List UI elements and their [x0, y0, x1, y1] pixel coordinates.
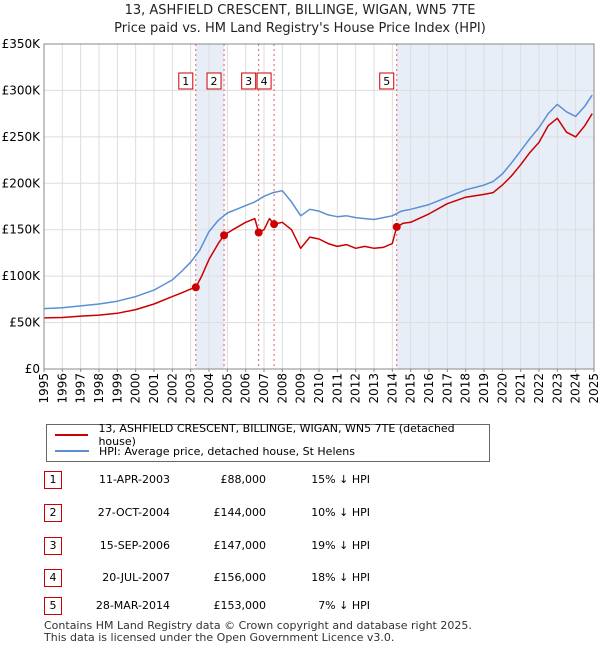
sale-hpi-diff: 7% ↓ HPI — [318, 599, 370, 612]
table-row: 2 27-OCT-2004 £144,000 10% ↓ HPI — [0, 503, 600, 523]
sale-label: 2 — [211, 75, 218, 88]
sale-number-badge: 5 — [44, 597, 62, 615]
sale-price: £153,000 — [213, 599, 267, 612]
sale-number-badge: 2 — [44, 504, 62, 522]
footer-attribution: Contains HM Land Registry data © Crown c… — [44, 620, 472, 644]
table-row: 5 28-MAR-2014 £153,000 7% ↓ HPI — [0, 596, 600, 616]
x-tick-label: 2005 — [220, 373, 234, 404]
x-tick-label: 1999 — [110, 373, 124, 404]
sale-point — [191, 283, 200, 292]
sale-date: 11-APR-2003 — [98, 473, 170, 486]
legend-item-property: 13, ASHFIELD CRESCENT, BILLINGE, WIGAN, … — [55, 422, 489, 448]
x-tick-label: 2001 — [147, 373, 161, 404]
sale-price: £144,000 — [213, 506, 267, 519]
footer-line-2: This data is licensed under the Open Gov… — [44, 631, 395, 644]
footer-line-1: Contains HM Land Registry data © Crown c… — [44, 619, 472, 632]
sale-hpi-diff: 19% ↓ HPI — [311, 539, 370, 552]
x-tick-label: 1996 — [55, 373, 69, 404]
x-tick-label: 2022 — [532, 373, 546, 404]
sale-point — [270, 220, 279, 229]
x-tick-label: 2023 — [550, 373, 564, 404]
x-tick-label: 2000 — [129, 373, 143, 404]
sale-price: £156,000 — [213, 571, 267, 584]
x-tick-label: 2025 — [587, 373, 600, 404]
x-tick-label: 2003 — [184, 373, 198, 404]
x-tick-label: 2013 — [367, 373, 381, 404]
x-tick-label: 1998 — [92, 373, 106, 404]
y-tick-label: £150K — [2, 223, 42, 237]
x-tick-label: 2017 — [440, 373, 454, 404]
sale-label: 3 — [245, 75, 252, 88]
sale-price: £88,000 — [220, 473, 267, 486]
sale-label-box — [178, 72, 194, 90]
sale-label: 5 — [383, 75, 390, 88]
sale-label-box — [206, 72, 222, 90]
sale-date: 27-OCT-2004 — [97, 506, 170, 519]
sale-number-badge: 1 — [44, 471, 62, 489]
sale-point — [220, 231, 229, 240]
shaded-range — [195, 44, 225, 369]
x-tick-label: 2006 — [239, 373, 253, 404]
sale-hpi-diff: 15% ↓ HPI — [311, 473, 370, 486]
y-tick-label: £0 — [25, 362, 40, 376]
x-tick-label: 2004 — [202, 373, 216, 404]
title-line-2: Price paid vs. HM Land Registry's House … — [114, 21, 486, 36]
y-tick-label: £200K — [2, 176, 42, 190]
series-line-hpi — [43, 94, 593, 310]
chart-title: 13, ASHFIELD CRESCENT, BILLINGE, WIGAN, … — [0, 2, 600, 38]
sale-point — [392, 222, 401, 231]
sale-date: 28-MAR-2014 — [95, 599, 170, 612]
x-tick-label: 2019 — [477, 373, 491, 404]
sale-label-box — [379, 72, 395, 90]
shaded-range — [396, 44, 594, 369]
sale-label-box — [241, 72, 257, 90]
x-tick-label: 2012 — [349, 373, 363, 404]
x-tick-label: 2018 — [459, 373, 473, 404]
title-line-1: 13, ASHFIELD CRESCENT, BILLINGE, WIGAN, … — [124, 3, 476, 18]
x-tick-label: 2014 — [385, 373, 399, 404]
y-tick-label: £300K — [2, 83, 42, 97]
series-line-property — [43, 113, 593, 319]
x-tick-label: 2020 — [495, 373, 509, 404]
x-tick-label: 2024 — [569, 373, 583, 404]
x-tick-label: 2007 — [257, 373, 271, 404]
table-row: 4 20-JUL-2007 £156,000 18% ↓ HPI — [0, 568, 600, 588]
sale-point — [254, 228, 263, 237]
sale-date: 20-JUL-2007 — [102, 571, 170, 584]
sale-date: 15-SEP-2006 — [99, 539, 170, 552]
y-tick-label: £100K — [2, 269, 42, 283]
sale-number-badge: 4 — [44, 569, 62, 587]
sale-label: 1 — [182, 75, 189, 88]
x-tick-label: 2021 — [514, 373, 528, 404]
sale-number-badge: 3 — [44, 537, 62, 555]
x-tick-label: 1997 — [74, 373, 88, 404]
x-tick-label: 1995 — [37, 373, 51, 404]
legend: 13, ASHFIELD CRESCENT, BILLINGE, WIGAN, … — [46, 422, 490, 462]
sale-label-box — [256, 72, 272, 90]
sale-hpi-diff: 18% ↓ HPI — [311, 571, 370, 584]
legend-item-hpi: HPI: Average price, detached house, St H… — [55, 443, 355, 459]
x-tick-label: 2002 — [165, 373, 179, 404]
x-tick-label: 2010 — [312, 373, 326, 404]
legend-label-hpi: HPI: Average price, detached house, St H… — [99, 444, 355, 458]
x-tick-label: 2008 — [275, 373, 289, 404]
y-tick-label: £50K — [9, 316, 41, 330]
sale-price: £147,000 — [213, 539, 267, 552]
x-tick-label: 2016 — [422, 373, 436, 404]
sale-hpi-diff: 10% ↓ HPI — [311, 506, 370, 519]
x-tick-label: 2015 — [404, 373, 418, 404]
legend-swatch-property — [55, 434, 89, 436]
legend-swatch-hpi — [55, 450, 89, 452]
price-chart: 1 2 3 4 5 £0 £50K £100K £150K £200K £250K £300K £350… — [2, 37, 600, 404]
y-tick-label: £250K — [2, 130, 42, 144]
x-tick-label: 2009 — [294, 373, 308, 404]
y-tick-label: £350K — [2, 37, 42, 51]
table-row: 3 15-SEP-2006 £147,000 19% ↓ HPI — [0, 536, 600, 556]
legend-label-property: 13, ASHFIELD CRESCENT, BILLINGE, WIGAN, … — [98, 422, 455, 448]
sale-label: 4 — [261, 75, 268, 88]
x-tick-label: 2011 — [330, 373, 344, 404]
table-row: 1 11-APR-2003 £88,000 15% ↓ HPI — [0, 470, 600, 490]
